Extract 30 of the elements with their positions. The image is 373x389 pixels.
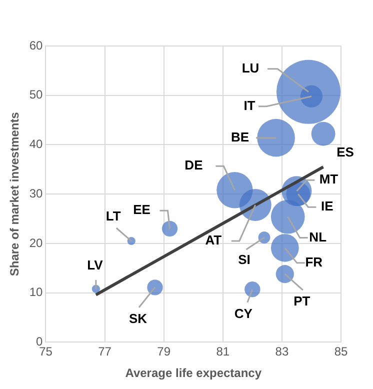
annotation: ES — [336, 144, 354, 160]
annotation: LT — [106, 208, 121, 224]
annotation: FR — [305, 254, 324, 270]
x-tick-label: 85 — [334, 344, 348, 359]
annotation: PT — [294, 294, 310, 309]
y-tick-label: 50 — [29, 88, 44, 102]
x-tick-label: 79 — [157, 344, 171, 359]
annotation: SI — [238, 252, 250, 268]
y-tick-label: 60 — [29, 38, 44, 52]
annotation: BE — [231, 129, 250, 144]
y-tick-label: 20 — [29, 236, 44, 250]
annotation: NL — [309, 229, 327, 244]
y-tick-label: 30 — [29, 186, 44, 200]
annotation: AT — [205, 232, 222, 248]
y-tick-label: 10 — [29, 285, 44, 300]
annotation: IT — [244, 98, 256, 113]
annotation: LV — [87, 257, 104, 272]
annotation: LU — [242, 60, 260, 76]
annotation: CY — [234, 306, 253, 321]
annotation: IE — [321, 198, 334, 214]
y-axis-title: Share of market investments — [8, 112, 22, 276]
y-tick-label: 40 — [29, 137, 44, 152]
annotation: DE — [184, 158, 204, 173]
x-axis-title: Average life expectancy — [125, 366, 262, 380]
x-tick-label: 77 — [98, 344, 112, 359]
annotation: EE — [133, 202, 151, 218]
annotation: MT — [319, 172, 338, 187]
x-tick-label: 83 — [275, 344, 289, 359]
annotation: SK — [128, 310, 148, 326]
x-tick-label: 81 — [216, 344, 230, 359]
